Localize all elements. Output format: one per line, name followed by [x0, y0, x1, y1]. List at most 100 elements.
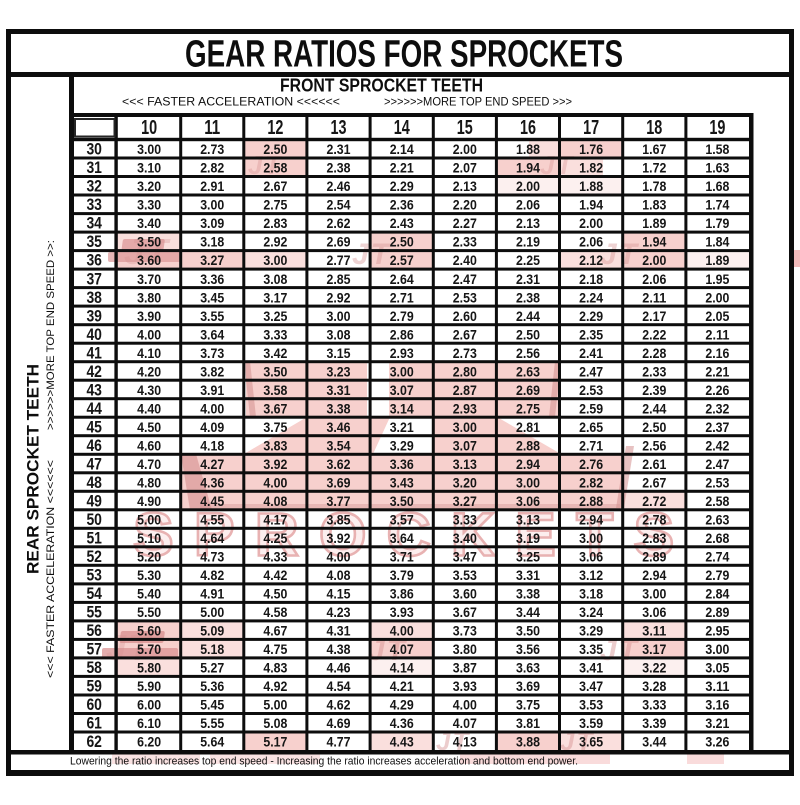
svg-text:2.06: 2.06 [642, 271, 666, 287]
svg-text:2.83: 2.83 [642, 530, 666, 546]
svg-text:2.76: 2.76 [579, 456, 603, 472]
svg-text:3.21: 3.21 [705, 715, 729, 731]
svg-text:3.69: 3.69 [327, 474, 351, 490]
svg-text:2.72: 2.72 [642, 493, 666, 509]
svg-text:4.15: 4.15 [327, 586, 351, 602]
svg-text:2.88: 2.88 [516, 437, 540, 453]
svg-text:2.47: 2.47 [705, 456, 729, 472]
svg-text:6.20: 6.20 [137, 734, 161, 750]
svg-text:<<< FASTER ACCELERATION <<<<<: <<< FASTER ACCELERATION <<<<<< [122, 97, 340, 109]
svg-text:3.53: 3.53 [453, 567, 477, 583]
svg-text:4.10: 4.10 [137, 345, 161, 361]
svg-text:2.92: 2.92 [327, 289, 351, 305]
svg-text:2.91: 2.91 [200, 178, 224, 194]
svg-text:4.43: 4.43 [390, 734, 414, 750]
svg-text:19: 19 [709, 117, 725, 139]
svg-text:10: 10 [141, 117, 157, 139]
svg-text:3.67: 3.67 [453, 604, 477, 620]
svg-text:3.60: 3.60 [137, 252, 161, 268]
svg-text:1.74: 1.74 [705, 197, 729, 213]
svg-text:4.55: 4.55 [200, 512, 224, 528]
svg-text:5.00: 5.00 [263, 697, 287, 713]
svg-text:4.50: 4.50 [137, 419, 161, 435]
svg-text:4.25: 4.25 [263, 530, 287, 546]
svg-text:4.92: 4.92 [263, 678, 287, 694]
svg-text:5.27: 5.27 [200, 660, 224, 676]
svg-text:4.27: 4.27 [200, 456, 224, 472]
svg-text:3.21: 3.21 [390, 419, 414, 435]
svg-text:4.50: 4.50 [263, 586, 287, 602]
svg-text:2.38: 2.38 [327, 160, 351, 176]
svg-text:4.00: 4.00 [327, 549, 351, 565]
svg-text:3.93: 3.93 [390, 604, 414, 620]
svg-text:3.57: 3.57 [390, 512, 414, 528]
svg-text:JT: JT [352, 238, 392, 271]
svg-text:2.00: 2.00 [642, 252, 666, 268]
svg-text:38: 38 [86, 288, 102, 307]
svg-text:2.05: 2.05 [705, 308, 729, 324]
svg-text:3.07: 3.07 [390, 382, 414, 398]
svg-text:3.36: 3.36 [390, 456, 414, 472]
svg-text:3.24: 3.24 [579, 604, 603, 620]
svg-text:1.63: 1.63 [705, 160, 729, 176]
svg-text:2.82: 2.82 [200, 160, 224, 176]
svg-text:3.17: 3.17 [642, 641, 666, 657]
svg-text:47: 47 [86, 454, 102, 473]
svg-text:3.00: 3.00 [453, 419, 477, 435]
svg-text:35: 35 [86, 232, 102, 251]
svg-text:3.31: 3.31 [327, 382, 351, 398]
svg-text:<<< FASTER ACCELERATION <<<<<: <<< FASTER ACCELERATION <<<<<< [45, 460, 57, 678]
svg-text:3.05: 3.05 [705, 660, 729, 676]
svg-text:2.19: 2.19 [516, 234, 540, 250]
svg-text:2.61: 2.61 [642, 456, 666, 472]
svg-text:2.20: 2.20 [453, 197, 477, 213]
svg-text:3.18: 3.18 [579, 586, 603, 602]
svg-text:3.58: 3.58 [263, 382, 287, 398]
svg-text:2.73: 2.73 [200, 141, 224, 157]
svg-text:2.37: 2.37 [705, 419, 729, 435]
svg-text:3.40: 3.40 [453, 530, 477, 546]
svg-text:3.11: 3.11 [705, 678, 729, 694]
svg-text:1.72: 1.72 [642, 160, 666, 176]
svg-text:2.86: 2.86 [390, 326, 414, 342]
svg-text:2.41: 2.41 [579, 345, 603, 361]
svg-text:40: 40 [86, 325, 102, 344]
svg-text:2.33: 2.33 [642, 363, 666, 379]
svg-text:2.58: 2.58 [263, 160, 287, 176]
svg-text:4.30: 4.30 [137, 382, 161, 398]
svg-text:15: 15 [457, 117, 473, 139]
svg-text:5.17: 5.17 [263, 734, 287, 750]
svg-text:2.84: 2.84 [705, 586, 729, 602]
svg-text:39: 39 [86, 306, 102, 325]
svg-text:1.84: 1.84 [705, 234, 729, 250]
svg-text:3.82: 3.82 [200, 363, 224, 379]
svg-text:2.79: 2.79 [390, 308, 414, 324]
svg-text:32: 32 [86, 177, 102, 196]
svg-text:43: 43 [86, 380, 102, 399]
svg-text:5.09: 5.09 [200, 623, 224, 639]
svg-text:3.00: 3.00 [579, 530, 603, 546]
svg-text:5.55: 5.55 [200, 715, 224, 731]
svg-text:2.40: 2.40 [453, 252, 477, 268]
svg-text:3.46: 3.46 [327, 419, 351, 435]
svg-text:1.82: 1.82 [579, 160, 603, 176]
svg-text:2.00: 2.00 [705, 289, 729, 305]
svg-text:3.50: 3.50 [390, 493, 414, 509]
svg-text:42: 42 [86, 362, 102, 381]
svg-text:4.91: 4.91 [200, 586, 224, 602]
svg-text:30: 30 [86, 140, 102, 159]
svg-text:4.60: 4.60 [137, 437, 161, 453]
svg-text:53: 53 [86, 566, 102, 585]
svg-text:4.75: 4.75 [263, 641, 287, 657]
svg-text:2.28: 2.28 [642, 345, 666, 361]
svg-text:1.94: 1.94 [642, 234, 666, 250]
svg-text:3.06: 3.06 [579, 549, 603, 565]
svg-text:4.07: 4.07 [453, 715, 477, 731]
svg-text:3.38: 3.38 [516, 586, 540, 602]
svg-text:4.14: 4.14 [390, 660, 414, 676]
svg-text:4.17: 4.17 [263, 512, 287, 528]
svg-text:36: 36 [86, 251, 102, 270]
svg-text:1.89: 1.89 [705, 252, 729, 268]
svg-text:2.85: 2.85 [327, 271, 351, 287]
svg-text:3.27: 3.27 [453, 493, 477, 509]
